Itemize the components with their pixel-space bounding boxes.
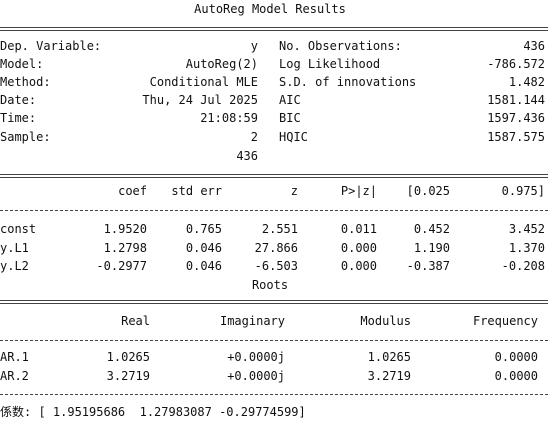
cell: 0.000 — [340, 241, 377, 255]
separator — [0, 210, 548, 211]
column-header: P>|z| — [340, 184, 377, 198]
cell: 0.452 — [413, 222, 450, 236]
cell: -0.2977 — [96, 259, 147, 273]
info-value: 21:08:59 — [200, 111, 258, 125]
cell: +0.0000j — [227, 350, 285, 364]
column-header: Imaginary — [219, 314, 285, 328]
column-header: coef — [118, 184, 147, 198]
info-label: No. Observations: — [279, 39, 402, 53]
cell: -6.503 — [254, 259, 298, 273]
info-label: Method: — [0, 75, 51, 89]
info-label: Date: — [0, 93, 37, 107]
cell: 3.452 — [508, 222, 545, 236]
info-value: 1581.144 — [487, 93, 545, 107]
cell: 27.866 — [254, 241, 298, 255]
cell: 2.551 — [261, 222, 298, 236]
cell: 1.9520 — [103, 222, 147, 236]
info-value: Conditional MLE — [149, 75, 258, 89]
column-header: Real — [121, 314, 150, 328]
row-label: y.L1 — [0, 241, 29, 255]
cell: 0.046 — [185, 259, 222, 273]
info-label: Dep. Variable: — [0, 39, 102, 53]
row-label: y.L2 — [0, 259, 29, 273]
info-label: Sample: — [0, 130, 51, 144]
cell: 0.765 — [185, 222, 222, 236]
cell: 0.000 — [340, 259, 377, 273]
info-label: HQIC — [279, 130, 308, 144]
separator — [0, 300, 548, 304]
info-value: 1597.436 — [487, 111, 545, 125]
cell: 0.0000 — [494, 369, 538, 383]
column-header: 0.975] — [501, 184, 545, 198]
cell: +0.0000j — [227, 369, 285, 383]
row-label: AR.2 — [0, 369, 29, 383]
info-label: Model: — [0, 57, 44, 71]
info-label: S.D. of innovations — [279, 75, 417, 89]
column-header: z — [290, 184, 298, 198]
cell: 0.0000 — [494, 350, 538, 364]
info-label: Log Likelihood — [279, 57, 381, 71]
separator — [0, 394, 548, 395]
cell: 1.190 — [413, 241, 450, 255]
row-label: AR.1 — [0, 350, 29, 364]
info-value: 1.482 — [508, 75, 545, 89]
output-line: 係数: [ 1.95195686 1.27983087 -0.29774599] — [0, 405, 306, 419]
row-label: const — [0, 222, 37, 236]
info-value: 1587.575 — [487, 130, 545, 144]
cell: 3.2719 — [106, 369, 150, 383]
column-header: std err — [171, 184, 222, 198]
column-header: Modulus — [360, 314, 411, 328]
cell: 0.011 — [340, 222, 377, 236]
info-label: Time: — [0, 111, 37, 125]
info-label: AIC — [279, 93, 301, 107]
info-value: 2 — [250, 130, 258, 144]
cell: -0.387 — [406, 259, 450, 273]
separator — [0, 340, 548, 341]
title: AutoReg Model Results — [194, 2, 346, 16]
cell: 1.2798 — [103, 241, 147, 255]
section-title: Roots — [251, 278, 289, 292]
cell: 1.370 — [508, 241, 545, 255]
cell: -0.208 — [501, 259, 545, 273]
info-value: 436 — [523, 39, 545, 53]
info-value: -786.572 — [487, 57, 545, 71]
info-value: AutoReg(2) — [185, 57, 258, 71]
info-value: y — [250, 39, 258, 53]
separator — [0, 27, 548, 31]
column-header: [0.025 — [406, 184, 450, 198]
separator — [0, 174, 548, 178]
info-value: 436 — [236, 149, 258, 163]
info-value: Thu, 24 Jul 2025 — [142, 93, 258, 107]
cell: 3.2719 — [367, 369, 411, 383]
cell: 1.0265 — [367, 350, 411, 364]
cell: 1.0265 — [106, 350, 150, 364]
column-header: Frequency — [472, 314, 538, 328]
info-label: BIC — [279, 111, 301, 125]
cell: 0.046 — [185, 241, 222, 255]
